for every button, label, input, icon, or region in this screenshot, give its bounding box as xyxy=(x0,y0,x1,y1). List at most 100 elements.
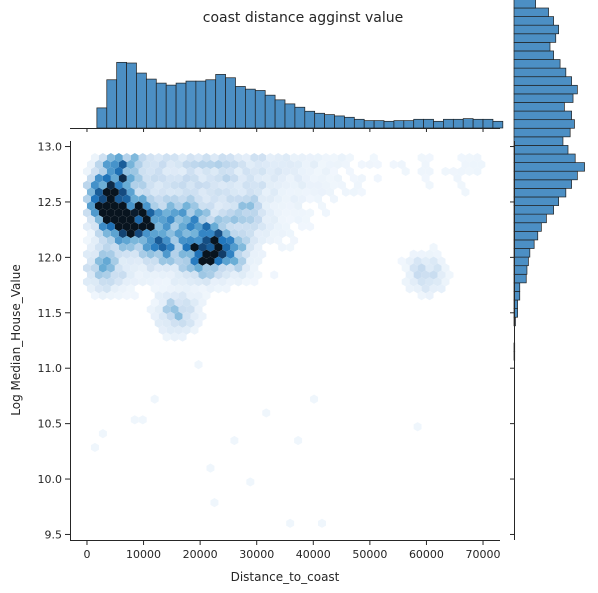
hexbin-cell xyxy=(174,325,183,335)
hexbin-cell xyxy=(314,180,323,190)
hexbin-cell xyxy=(110,228,119,239)
y-hist-bar xyxy=(513,153,576,163)
hexbin-cell xyxy=(278,215,287,225)
hexbin-cell xyxy=(190,325,199,335)
hexbin-cell xyxy=(86,215,95,225)
hexbin-cell xyxy=(274,194,283,204)
hexbin-cell xyxy=(138,415,147,425)
hexbin-cell xyxy=(166,325,175,335)
hexbin-cell xyxy=(206,270,215,280)
hexbin-cell xyxy=(274,208,283,218)
hexbin-cell xyxy=(405,284,414,294)
hexbin-cell xyxy=(158,256,167,266)
hexbin-cell xyxy=(174,201,183,211)
hexbin-cell xyxy=(230,242,239,252)
hexbin-cell xyxy=(449,166,458,177)
hexbin-cell xyxy=(162,304,171,315)
hexbin-cell xyxy=(230,215,239,225)
hexbin-cell xyxy=(106,291,115,301)
hexbin-cell xyxy=(158,284,167,294)
y-hist-bar xyxy=(513,42,551,52)
hexbin-cell xyxy=(190,159,199,170)
hexbin-cell xyxy=(194,180,203,190)
y-hist-bar xyxy=(513,179,572,189)
hexbin-cell xyxy=(218,235,227,246)
hexbin-cell xyxy=(357,173,366,183)
x-tick-label: 60000 xyxy=(409,548,444,561)
hexbin-cell xyxy=(214,228,223,239)
hexbin-cell xyxy=(174,311,183,321)
hexbin-cell xyxy=(174,256,183,266)
x-hist-bar xyxy=(393,120,405,129)
hexbin-cell xyxy=(433,277,442,287)
hexbin-cell xyxy=(337,153,346,163)
hexbin-cell xyxy=(266,180,275,190)
y-tick-label: 11.5 xyxy=(38,307,63,320)
hexbin-cell xyxy=(118,270,127,280)
hexbin-cell xyxy=(218,249,227,259)
y-hist-bar xyxy=(513,33,557,43)
hexbin-cell xyxy=(258,153,267,163)
hexbin-cell xyxy=(230,256,239,266)
hexbin-cell xyxy=(373,159,382,170)
hexbin-cell xyxy=(262,173,271,183)
hexbin-cell xyxy=(146,249,155,259)
hexbin-cell xyxy=(98,277,107,287)
hexbin-cell xyxy=(94,284,103,294)
hexbin-cell xyxy=(86,187,95,197)
hexbin-cell xyxy=(429,270,438,280)
hexbin-cell xyxy=(142,173,151,183)
hexbin-cell xyxy=(170,332,179,342)
hexbin-cell xyxy=(90,235,99,246)
hexbin-cell xyxy=(178,318,187,328)
hexbin-cell xyxy=(142,215,151,225)
hexbin-cell xyxy=(397,159,406,170)
hexbin-cell xyxy=(230,435,239,446)
hexbin-cell xyxy=(314,153,323,163)
y-tick-label: 12.5 xyxy=(38,196,63,209)
hexbin-cell xyxy=(286,201,295,211)
hexbin-cell xyxy=(154,304,163,315)
hexbin-cell xyxy=(230,270,239,280)
hexbin-cell xyxy=(310,187,319,197)
hexbin-cell xyxy=(234,277,243,287)
hexbin-cell xyxy=(389,159,398,170)
hexbin-cell xyxy=(138,166,147,177)
hexbin-cell xyxy=(150,187,159,197)
hexbin-cell xyxy=(286,518,295,528)
x-hist-bar xyxy=(96,107,108,129)
hexbin-cell xyxy=(214,256,223,266)
x-axis-label: Distance_to_coast xyxy=(231,570,340,584)
hexbin-cell xyxy=(198,159,207,170)
hexbin-cell xyxy=(150,270,159,280)
hexbin-cell xyxy=(250,249,259,259)
y-hist-bar xyxy=(513,16,554,26)
hexbin-cell xyxy=(333,159,342,170)
hexbin-cell xyxy=(98,263,107,273)
hexbin-cell xyxy=(114,180,123,190)
hexbin-cell xyxy=(298,153,307,163)
hexbin-cell xyxy=(405,270,414,280)
hexbin-cell xyxy=(202,235,211,246)
y-axis-label: Log Median_House_Value xyxy=(9,264,23,415)
hexbin-cell xyxy=(158,325,167,335)
hexbin-cell xyxy=(270,201,279,211)
hexbin-cell xyxy=(437,270,446,280)
hexbin-cell xyxy=(98,235,107,246)
hexbin-cell xyxy=(274,153,283,163)
hexbin-cell xyxy=(198,256,207,266)
hexbin-cell xyxy=(190,173,199,183)
y-hist-bar xyxy=(513,145,569,155)
hexbin-cell xyxy=(98,291,107,301)
hexbin-cell xyxy=(142,228,151,239)
x-hist-bar xyxy=(462,118,474,129)
hexbin-cell xyxy=(413,270,422,280)
hexbin-cell xyxy=(210,208,219,218)
hexbin-cell xyxy=(162,222,171,232)
hexbin-cell xyxy=(206,159,215,170)
hexbin-cell xyxy=(437,284,446,294)
hexbin-cell xyxy=(198,311,207,321)
hexbin-cell xyxy=(202,222,211,232)
hexbin-cell xyxy=(158,201,167,211)
hexbin-cell xyxy=(134,242,143,252)
